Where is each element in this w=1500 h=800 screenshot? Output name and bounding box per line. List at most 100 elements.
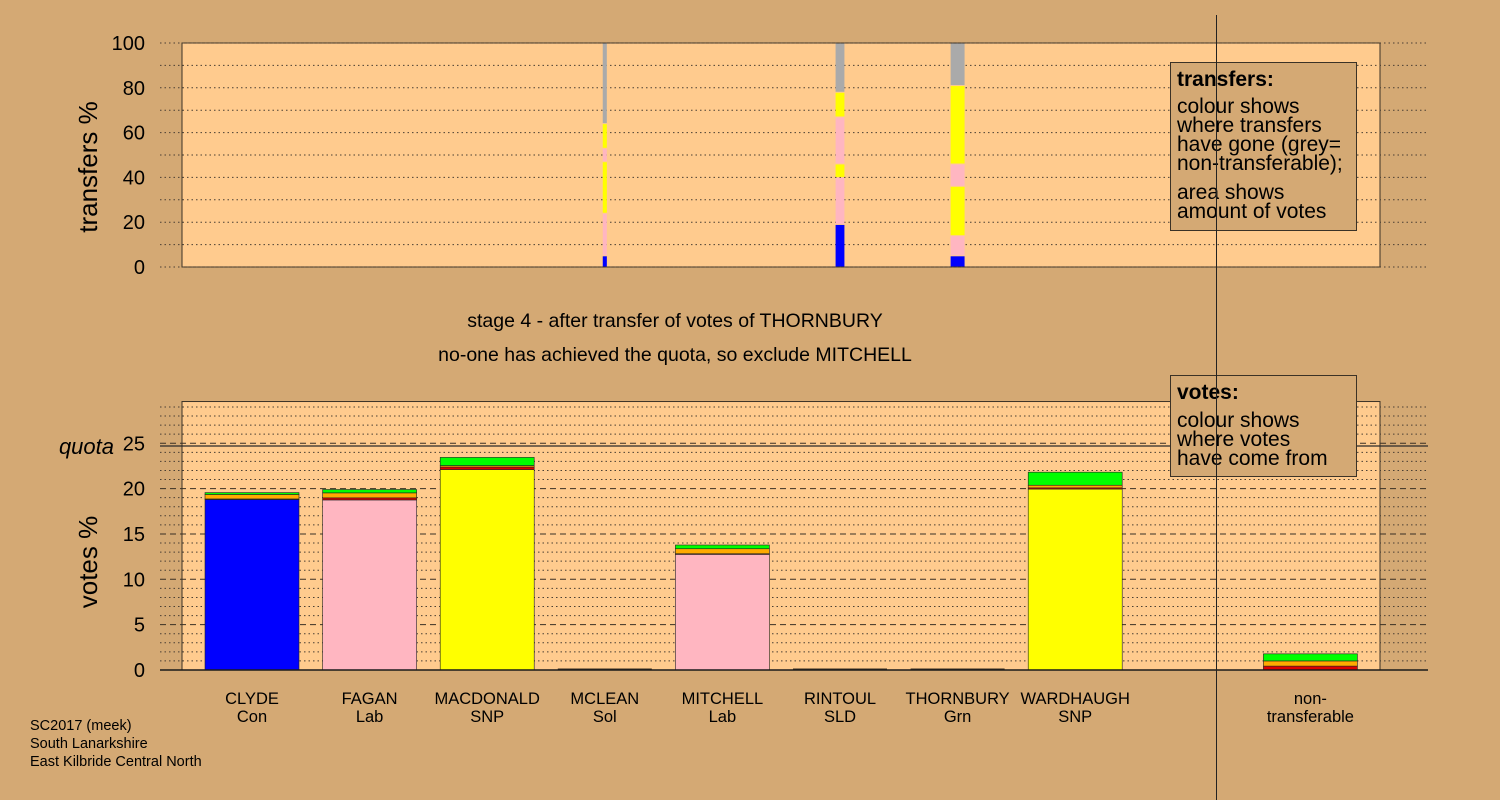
vote-bar-segment [675, 554, 770, 671]
transfer-segment [835, 177, 845, 224]
transfer-segment [835, 117, 845, 164]
legend-line: have gone (grey= [1177, 133, 1342, 156]
transfer-segment [602, 148, 607, 162]
transfer-segment [602, 256, 607, 267]
transfers-y-axis-label: transfers % [73, 101, 103, 233]
votes-y-ticks: 0 5 10 15 20 25 [123, 433, 145, 682]
vote-bar-segment [322, 497, 417, 501]
vote-bar-segment [204, 492, 300, 495]
candidate-party-label: SLD [824, 708, 856, 726]
candidate-name-label: WARDHAUGH [1021, 690, 1130, 708]
vote-bar-segment [439, 457, 535, 466]
vote-bar-segment [675, 544, 770, 550]
legend-line: where transfers [1177, 114, 1322, 137]
candidate-party-label: SNP [1058, 708, 1092, 726]
transfer-segment [950, 86, 965, 164]
legend-line: area shows [1177, 181, 1285, 204]
vote-bar [322, 489, 417, 671]
y-tick-label: 40 [123, 167, 145, 189]
legend-line: where votes [1177, 428, 1291, 451]
candidate-party-label: Lab [709, 708, 737, 726]
candidate-party-label: Con [237, 708, 267, 726]
section-divider [1216, 15, 1217, 800]
candidate-name-label: FAGAN [342, 690, 398, 708]
transfer-segment [602, 213, 607, 256]
transfer-segment [950, 164, 965, 186]
transfer-columns [602, 43, 965, 267]
transfer-column [950, 43, 965, 267]
transfer-segment [950, 186, 965, 236]
vote-bar-segment [204, 499, 300, 671]
transfers-legend-title: transfers: [1177, 68, 1274, 91]
candidate-name-label: RINTOUL [804, 690, 876, 708]
transfer-segment [602, 162, 607, 213]
votes-legend-paragraph: colour shows where votes have come from [1177, 409, 1350, 470]
candidate-name-label: MACDONALD [434, 690, 540, 708]
vote-bar-segment [204, 494, 300, 500]
vote-bar-segment [322, 499, 417, 671]
vote-bar-segment [1263, 660, 1358, 667]
footer-council: South Lanarkshire [30, 736, 148, 752]
vote-bar [439, 457, 535, 671]
vote-bar [675, 544, 770, 671]
candidate-name-label: MITCHELL [682, 690, 764, 708]
vote-bar-segment [1027, 488, 1123, 671]
transfer-segment [950, 43, 965, 86]
candidate-party-label: Lab [356, 708, 384, 726]
stage-title: stage 4 - after transfer of votes of THO… [467, 310, 882, 332]
transfer-column [835, 43, 845, 267]
votes-legend-title: votes: [1177, 381, 1239, 404]
candidate-name-label: non- [1294, 690, 1327, 708]
legend-line: colour shows [1177, 409, 1300, 432]
legend-line: non-transferable); [1177, 152, 1343, 175]
footer-election: SC2017 (meek) [30, 718, 132, 734]
transfer-segment [835, 43, 845, 92]
quota-label: quota [59, 434, 114, 459]
legend-line: have come from [1177, 447, 1328, 470]
legend-line: colour shows [1177, 95, 1300, 118]
y-tick-label: 15 [123, 524, 145, 546]
transfers-legend-paragraph: colour shows where transfers have gone (… [1177, 95, 1350, 175]
candidate-labels: CLYDEConFAGANLabMACDONALDSNPMCLEANSolMIT… [225, 690, 1354, 726]
candidate-name-label: THORNBURY [905, 690, 1009, 708]
candidate-party-label: Grn [944, 708, 972, 726]
y-tick-label: 20 [123, 479, 145, 501]
transfers-legend-paragraph: area shows amount of votes [1177, 181, 1350, 222]
y-tick-label: 20 [123, 212, 145, 234]
vote-bar-segment [322, 492, 417, 499]
transfer-segment [835, 224, 845, 267]
vote-bar-segment [1027, 484, 1123, 489]
transfer-segment [950, 236, 965, 256]
vote-bar [204, 492, 300, 671]
y-tick-label: 80 [123, 78, 145, 100]
y-tick-label: 10 [123, 569, 145, 591]
vote-bar-segment [675, 548, 770, 555]
vote-bar-segment [1027, 471, 1123, 486]
votes-legend: votes: colour shows where votes have com… [1170, 375, 1357, 477]
stage-decision: no-one has achieved the quota, so exclud… [438, 344, 912, 366]
candidate-name-label: CLYDE [225, 690, 279, 708]
candidate-party-label: transferable [1267, 708, 1354, 726]
transfer-column [602, 43, 607, 267]
transfers-y-ticks: 0 20 40 60 80 100 [112, 33, 145, 279]
y-tick-label: 100 [112, 33, 145, 55]
footer-ward: East Kilbride Central North [30, 754, 202, 770]
vote-bars [204, 457, 1358, 671]
y-tick-label: 5 [134, 615, 145, 637]
y-tick-label: 25 [123, 433, 145, 455]
transfer-segment [602, 43, 607, 124]
transfer-segment [835, 164, 845, 177]
vote-bar [1263, 653, 1358, 671]
transfer-segment [950, 256, 965, 267]
y-tick-label: 0 [134, 660, 145, 682]
transfer-segment [835, 92, 845, 117]
transfers-legend: transfers: colour shows where transfers … [1170, 62, 1357, 231]
y-tick-label: 0 [134, 257, 145, 279]
vote-bar-segment [1263, 653, 1358, 662]
transfer-segment [602, 124, 607, 148]
footer: SC2017 (meek) South Lanarkshire East Kil… [30, 718, 202, 770]
y-tick-label: 60 [123, 123, 145, 145]
vote-bar [1027, 471, 1123, 671]
votes-y-axis-label: votes % [73, 516, 103, 609]
